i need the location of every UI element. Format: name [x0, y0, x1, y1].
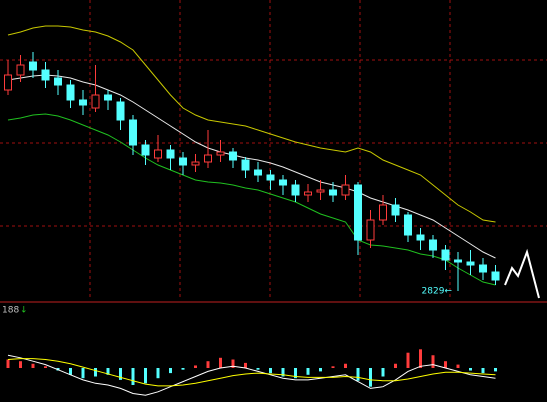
candle-body: [441, 249, 450, 261]
vertical-grid: [89, 0, 451, 300]
macd-label: 188: [2, 306, 19, 316]
candle-body: [104, 94, 112, 101]
candle-body: [54, 77, 62, 86]
candle-body: [316, 189, 325, 193]
candle-body: [254, 169, 262, 176]
candle-body: [391, 204, 400, 216]
candle-body: [304, 191, 312, 196]
candle-body: [329, 189, 337, 196]
candle-body: [341, 184, 350, 196]
candle-body: [429, 239, 437, 251]
candle-body: [216, 151, 225, 156]
candle-body: [366, 219, 375, 241]
candle-body: [454, 259, 462, 263]
candle-body: [241, 159, 250, 171]
candle-body: [91, 94, 100, 109]
candle-body: [266, 174, 275, 181]
candle-body: [116, 101, 125, 121]
candle-body: [354, 184, 362, 241]
candle-body: [479, 264, 487, 273]
band-line: [7, 25, 496, 223]
candle-body: [279, 179, 287, 186]
candle-body: [66, 84, 75, 101]
candle-body: [416, 234, 425, 241]
candle-body: [129, 119, 137, 146]
candle-body: [29, 61, 37, 71]
candle-body: [191, 161, 200, 166]
low-marker: 2829←: [422, 287, 453, 297]
candle-body: [179, 157, 187, 166]
candle-body: [141, 144, 150, 156]
candle-body: [154, 149, 162, 159]
candle-body: [379, 204, 387, 221]
candle-body: [204, 154, 212, 163]
macd-line: [7, 354, 496, 396]
macd-line: [7, 358, 496, 387]
candle-body: [466, 261, 475, 266]
macd-arrow: ↓: [20, 306, 28, 316]
candle-body: [491, 271, 500, 281]
band-line: [7, 113, 496, 286]
band-line: [7, 74, 496, 259]
candle-body: [229, 151, 237, 161]
candle-body: [4, 74, 12, 91]
projection-arrows: [504, 248, 540, 299]
candle-body: [41, 69, 50, 81]
candle-body: [291, 184, 300, 196]
candle-body: [166, 149, 175, 159]
candle-body: [16, 64, 25, 76]
candle-body: [404, 214, 412, 236]
candle-body: [79, 99, 87, 106]
